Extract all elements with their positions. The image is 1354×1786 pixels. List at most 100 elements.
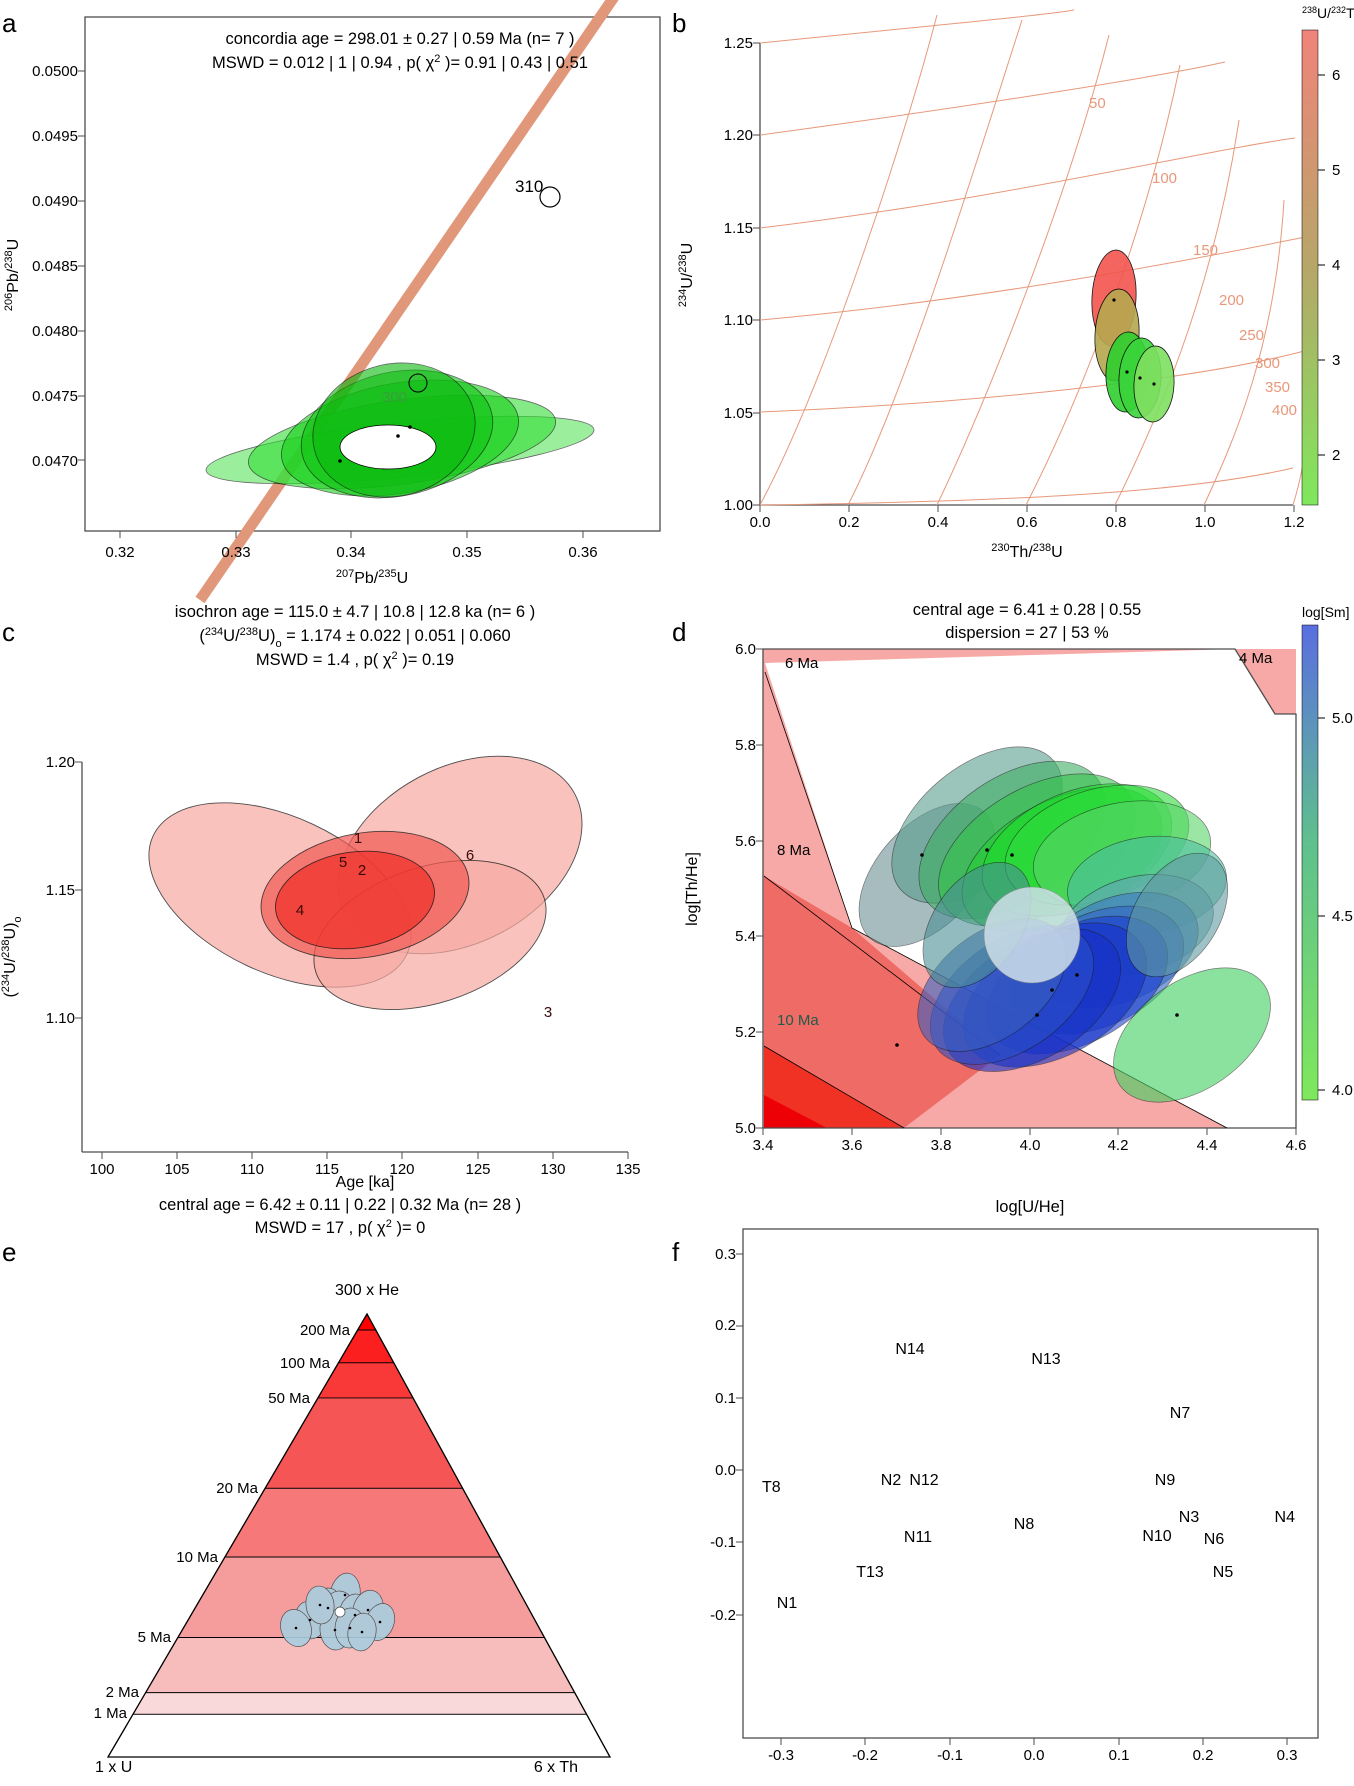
svg-text:f: f bbox=[672, 1237, 680, 1267]
svg-text:0.2: 0.2 bbox=[839, 514, 860, 531]
svg-text:Age [ka]: Age [ka] bbox=[336, 1174, 395, 1191]
svg-text:(234U/238U)o: (234U/238U)o bbox=[0, 916, 24, 997]
svg-text:-0.3: -0.3 bbox=[768, 1747, 794, 1764]
svg-text:0.1: 0.1 bbox=[1109, 1747, 1130, 1764]
svg-text:5: 5 bbox=[1332, 162, 1340, 179]
svg-text:N5: N5 bbox=[1213, 1564, 1234, 1581]
svg-text:4.6: 4.6 bbox=[1286, 1137, 1307, 1154]
svg-text:0.8: 0.8 bbox=[1106, 514, 1127, 531]
svg-text:4.5: 4.5 bbox=[1332, 908, 1353, 925]
svg-text:4 Ma: 4 Ma bbox=[1239, 650, 1273, 667]
svg-text:5: 5 bbox=[339, 854, 347, 871]
svg-text:8 Ma: 8 Ma bbox=[777, 842, 811, 859]
svg-text:1 x U: 1 x U bbox=[95, 1759, 132, 1776]
svg-text:300: 300 bbox=[1255, 355, 1280, 372]
svg-text:2: 2 bbox=[1332, 447, 1340, 464]
svg-text:N8: N8 bbox=[1014, 1516, 1035, 1533]
svg-text:1.25: 1.25 bbox=[724, 35, 753, 52]
svg-text:4: 4 bbox=[1332, 257, 1340, 274]
svg-text:6 x Th: 6 x Th bbox=[534, 1759, 578, 1776]
svg-text:-0.1: -0.1 bbox=[937, 1747, 963, 1764]
svg-text:-0.1: -0.1 bbox=[710, 1534, 736, 1551]
svg-text:MSWD = 17 , p( χ2 )= 0: MSWD = 17 , p( χ2 )= 0 bbox=[255, 1218, 426, 1237]
svg-text:N7: N7 bbox=[1170, 1405, 1191, 1422]
svg-text:350: 350 bbox=[1265, 379, 1290, 396]
svg-text:N2: N2 bbox=[881, 1472, 902, 1489]
svg-text:0.3: 0.3 bbox=[1277, 1747, 1298, 1764]
svg-text:50: 50 bbox=[1089, 95, 1106, 112]
svg-text:N3: N3 bbox=[1179, 1509, 1200, 1526]
svg-text:2: 2 bbox=[358, 862, 366, 879]
svg-text:1.0: 1.0 bbox=[1195, 514, 1216, 531]
svg-text:0.0485: 0.0485 bbox=[32, 258, 78, 275]
svg-text:200 Ma: 200 Ma bbox=[300, 1322, 351, 1339]
svg-text:0.34: 0.34 bbox=[336, 544, 365, 561]
svg-text:central age = 6.41 ± 0.28 | 0: central age = 6.41 ± 0.28 | 0.55 bbox=[913, 601, 1141, 619]
svg-text:0.4: 0.4 bbox=[928, 514, 949, 531]
svg-text:100: 100 bbox=[89, 1161, 114, 1178]
svg-text:1.20: 1.20 bbox=[46, 754, 75, 771]
svg-text:0.0480: 0.0480 bbox=[32, 323, 78, 340]
svg-text:0.33: 0.33 bbox=[221, 544, 250, 561]
svg-text:10 Ma: 10 Ma bbox=[777, 1012, 819, 1029]
svg-text:100: 100 bbox=[1152, 170, 1177, 187]
svg-text:3.6: 3.6 bbox=[842, 1137, 863, 1154]
svg-text:207Pb/235U: 207Pb/235U bbox=[336, 568, 408, 587]
svg-text:1.05: 1.05 bbox=[724, 405, 753, 422]
svg-text:d: d bbox=[672, 617, 686, 647]
svg-text:125: 125 bbox=[465, 1161, 490, 1178]
svg-text:1.20: 1.20 bbox=[724, 127, 753, 144]
svg-text:0.2: 0.2 bbox=[1193, 1747, 1214, 1764]
svg-text:0.6: 0.6 bbox=[1017, 514, 1038, 531]
svg-text:234U/238U: 234U/238U bbox=[677, 243, 696, 307]
svg-text:e: e bbox=[2, 1237, 16, 1267]
svg-text:N13: N13 bbox=[1031, 1351, 1060, 1368]
svg-text:50 Ma: 50 Ma bbox=[268, 1390, 310, 1407]
svg-text:MSWD = 0.012 | 1 | 0.94 , p( χ: MSWD = 0.012 | 1 | 0.94 , p( χ2 )= 0.91 … bbox=[212, 53, 588, 72]
svg-text:0.0: 0.0 bbox=[715, 1462, 736, 1479]
svg-text:3: 3 bbox=[1332, 352, 1340, 369]
svg-text:T13: T13 bbox=[856, 1564, 884, 1581]
svg-text:6.0: 6.0 bbox=[735, 641, 756, 658]
svg-text:N6: N6 bbox=[1204, 1531, 1225, 1548]
svg-text:130: 130 bbox=[540, 1161, 565, 1178]
svg-text:150: 150 bbox=[1193, 242, 1218, 259]
svg-text:0.1: 0.1 bbox=[715, 1390, 736, 1407]
svg-text:5 Ma: 5 Ma bbox=[138, 1629, 172, 1646]
svg-text:0.0475: 0.0475 bbox=[32, 388, 78, 405]
svg-text:3: 3 bbox=[544, 1004, 552, 1021]
svg-text:b: b bbox=[672, 8, 686, 38]
svg-text:N14: N14 bbox=[895, 1341, 924, 1358]
svg-text:central age = 6.42 ± 0.11 | 0: central age = 6.42 ± 0.11 | 0.22 | 0.32 … bbox=[159, 1196, 521, 1214]
svg-text:a: a bbox=[2, 8, 17, 38]
svg-text:250: 250 bbox=[1239, 327, 1264, 344]
svg-text:0.3: 0.3 bbox=[715, 1246, 736, 1263]
svg-text:-0.2: -0.2 bbox=[710, 1607, 736, 1624]
svg-text:N10: N10 bbox=[1142, 1528, 1171, 1545]
svg-text:4.0: 4.0 bbox=[1020, 1137, 1041, 1154]
svg-text:238U/232Th: 238U/232Th bbox=[1302, 5, 1354, 21]
svg-text:10 Ma: 10 Ma bbox=[176, 1549, 218, 1566]
svg-text:4: 4 bbox=[296, 902, 304, 919]
svg-text:135: 135 bbox=[615, 1161, 640, 1178]
svg-text:200: 200 bbox=[1219, 292, 1244, 309]
svg-text:3.4: 3.4 bbox=[753, 1137, 774, 1154]
svg-text:4.2: 4.2 bbox=[1108, 1137, 1129, 1154]
svg-text:5.6: 5.6 bbox=[735, 833, 756, 850]
svg-text:0.35: 0.35 bbox=[452, 544, 481, 561]
svg-text:1.00: 1.00 bbox=[724, 497, 753, 514]
svg-text:1.15: 1.15 bbox=[724, 220, 753, 237]
svg-text:1: 1 bbox=[354, 830, 362, 847]
svg-text:c: c bbox=[2, 617, 15, 647]
svg-text:(234U/238U)o = 1.174 ± 0.022: (234U/238U)o = 1.174 ± 0.022 | 0.051 | 0… bbox=[199, 626, 510, 650]
svg-text:N9: N9 bbox=[1155, 1472, 1176, 1489]
svg-text:5.2: 5.2 bbox=[735, 1024, 756, 1041]
svg-text:5.8: 5.8 bbox=[735, 737, 756, 754]
svg-text:1.10: 1.10 bbox=[724, 312, 753, 329]
svg-text:dispersion = 27 | 53 %: dispersion = 27 | 53 % bbox=[945, 624, 1109, 642]
svg-text:log[Sm]: log[Sm] bbox=[1302, 604, 1349, 620]
svg-text:0.0495: 0.0495 bbox=[32, 128, 78, 145]
svg-text:0.2: 0.2 bbox=[715, 1317, 736, 1334]
svg-text:1 Ma: 1 Ma bbox=[94, 1705, 128, 1722]
svg-text:1.2: 1.2 bbox=[1284, 514, 1305, 531]
